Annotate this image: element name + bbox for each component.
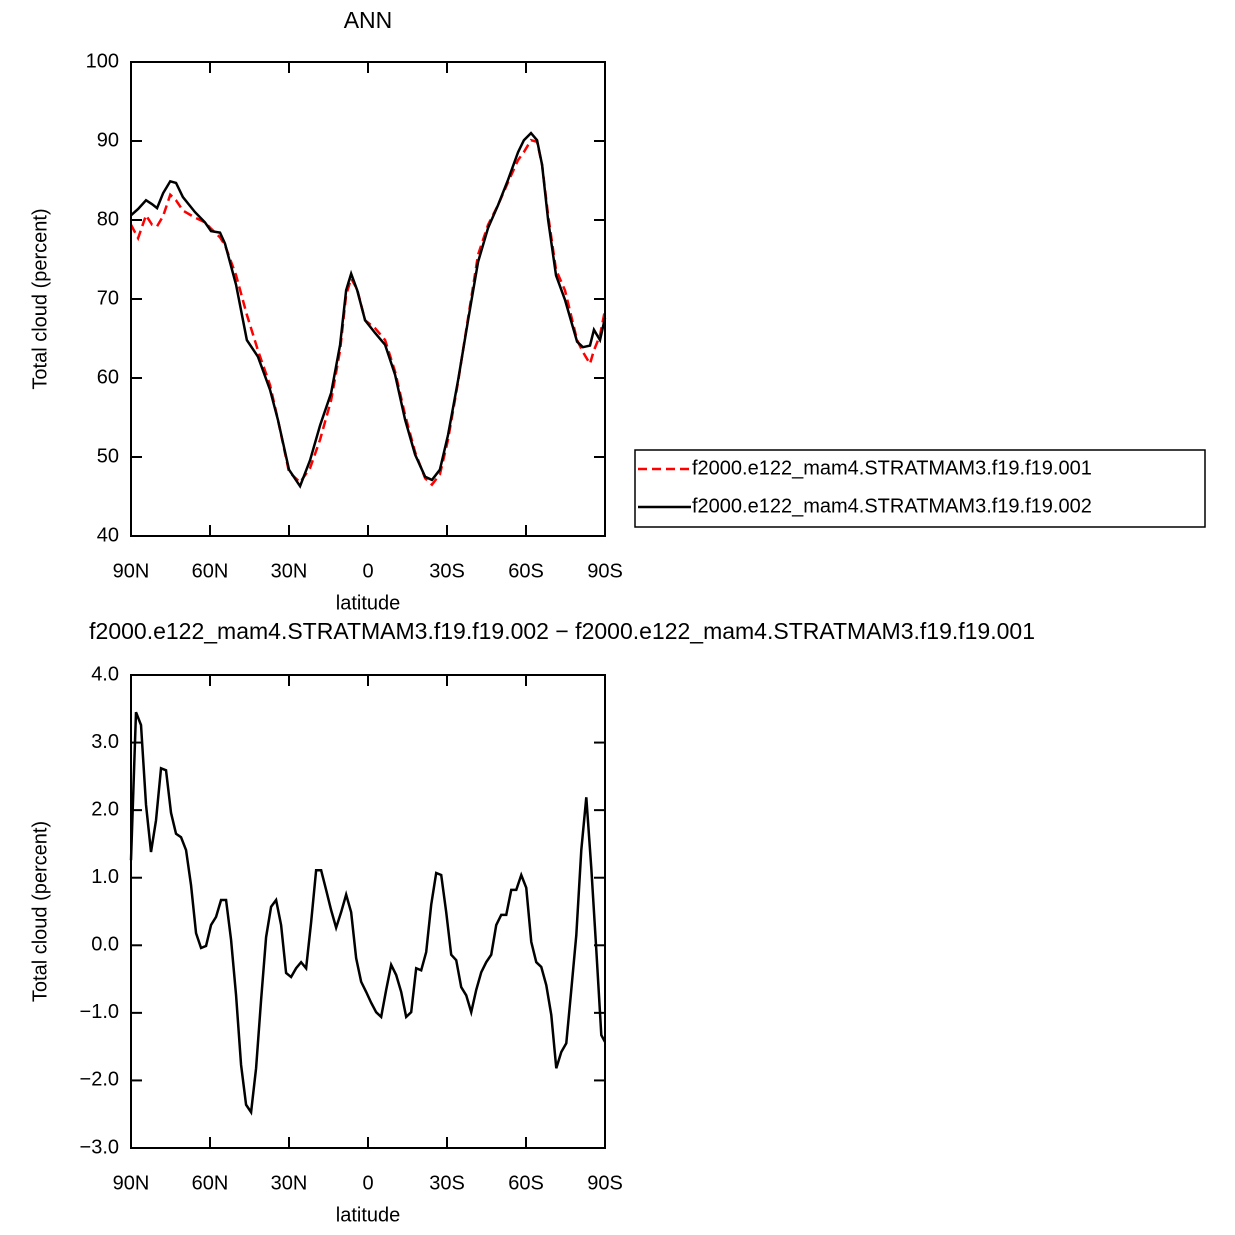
y-tick-label: −2.0 xyxy=(80,1069,119,1091)
legend-box xyxy=(634,449,1206,528)
x-tick-label: 60N xyxy=(192,560,229,582)
x-tick-label: 90S xyxy=(587,1172,623,1194)
plot-frame xyxy=(130,61,606,537)
y-axis-label: Total cloud (percent) xyxy=(29,208,51,389)
x-tick-label: 90S xyxy=(587,560,623,582)
data-line xyxy=(129,711,607,1116)
chart-title: f2000.e122_mam4.STRATMAM3.f19.f19.002 − … xyxy=(89,618,1035,644)
y-tick-label: 1.0 xyxy=(91,866,119,888)
x-tick-label: 30S xyxy=(429,1172,465,1194)
data-line xyxy=(129,138,607,487)
x-axis-label: latitude xyxy=(336,1204,401,1226)
y-tick-label: 50 xyxy=(97,445,119,467)
y-tick-label: 2.0 xyxy=(91,798,119,820)
x-tick-label: 30N xyxy=(271,1172,308,1194)
y-tick-label: 4.0 xyxy=(91,663,119,685)
legend-label: f2000.e122_mam4.STRATMAM3.f19.f19.002 xyxy=(692,495,1092,517)
data-line xyxy=(130,131,607,489)
y-tick-label: 90 xyxy=(97,129,119,151)
y-tick-label: −1.0 xyxy=(80,1001,119,1023)
y-axis-label: Total cloud (percent) xyxy=(29,821,51,1002)
x-axis-label: latitude xyxy=(336,592,401,614)
y-tick-label: 70 xyxy=(97,287,119,309)
x-tick-label: 90N xyxy=(113,560,150,582)
x-tick-label: 60S xyxy=(508,560,544,582)
y-tick-label: 3.0 xyxy=(91,731,119,753)
legend-label: f2000.e122_mam4.STRATMAM3.f19.f19.001 xyxy=(692,457,1092,479)
y-tick-label: 40 xyxy=(97,524,119,546)
x-tick-label: 60N xyxy=(192,1172,229,1194)
plot-frame xyxy=(130,674,606,1149)
y-tick-label: −3.0 xyxy=(80,1136,119,1158)
x-tick-label: 30S xyxy=(429,560,465,582)
y-tick-label: 0.0 xyxy=(91,934,119,956)
x-tick-label: 0 xyxy=(362,1172,373,1194)
chart-title: ANN xyxy=(344,7,393,33)
x-tick-label: 60S xyxy=(508,1172,544,1194)
x-tick-label: 0 xyxy=(362,560,373,582)
y-tick-label: 100 xyxy=(86,50,119,72)
y-tick-label: 60 xyxy=(97,366,119,388)
x-tick-label: 90N xyxy=(113,1172,150,1194)
y-tick-label: 80 xyxy=(97,208,119,230)
x-tick-label: 30N xyxy=(271,560,308,582)
